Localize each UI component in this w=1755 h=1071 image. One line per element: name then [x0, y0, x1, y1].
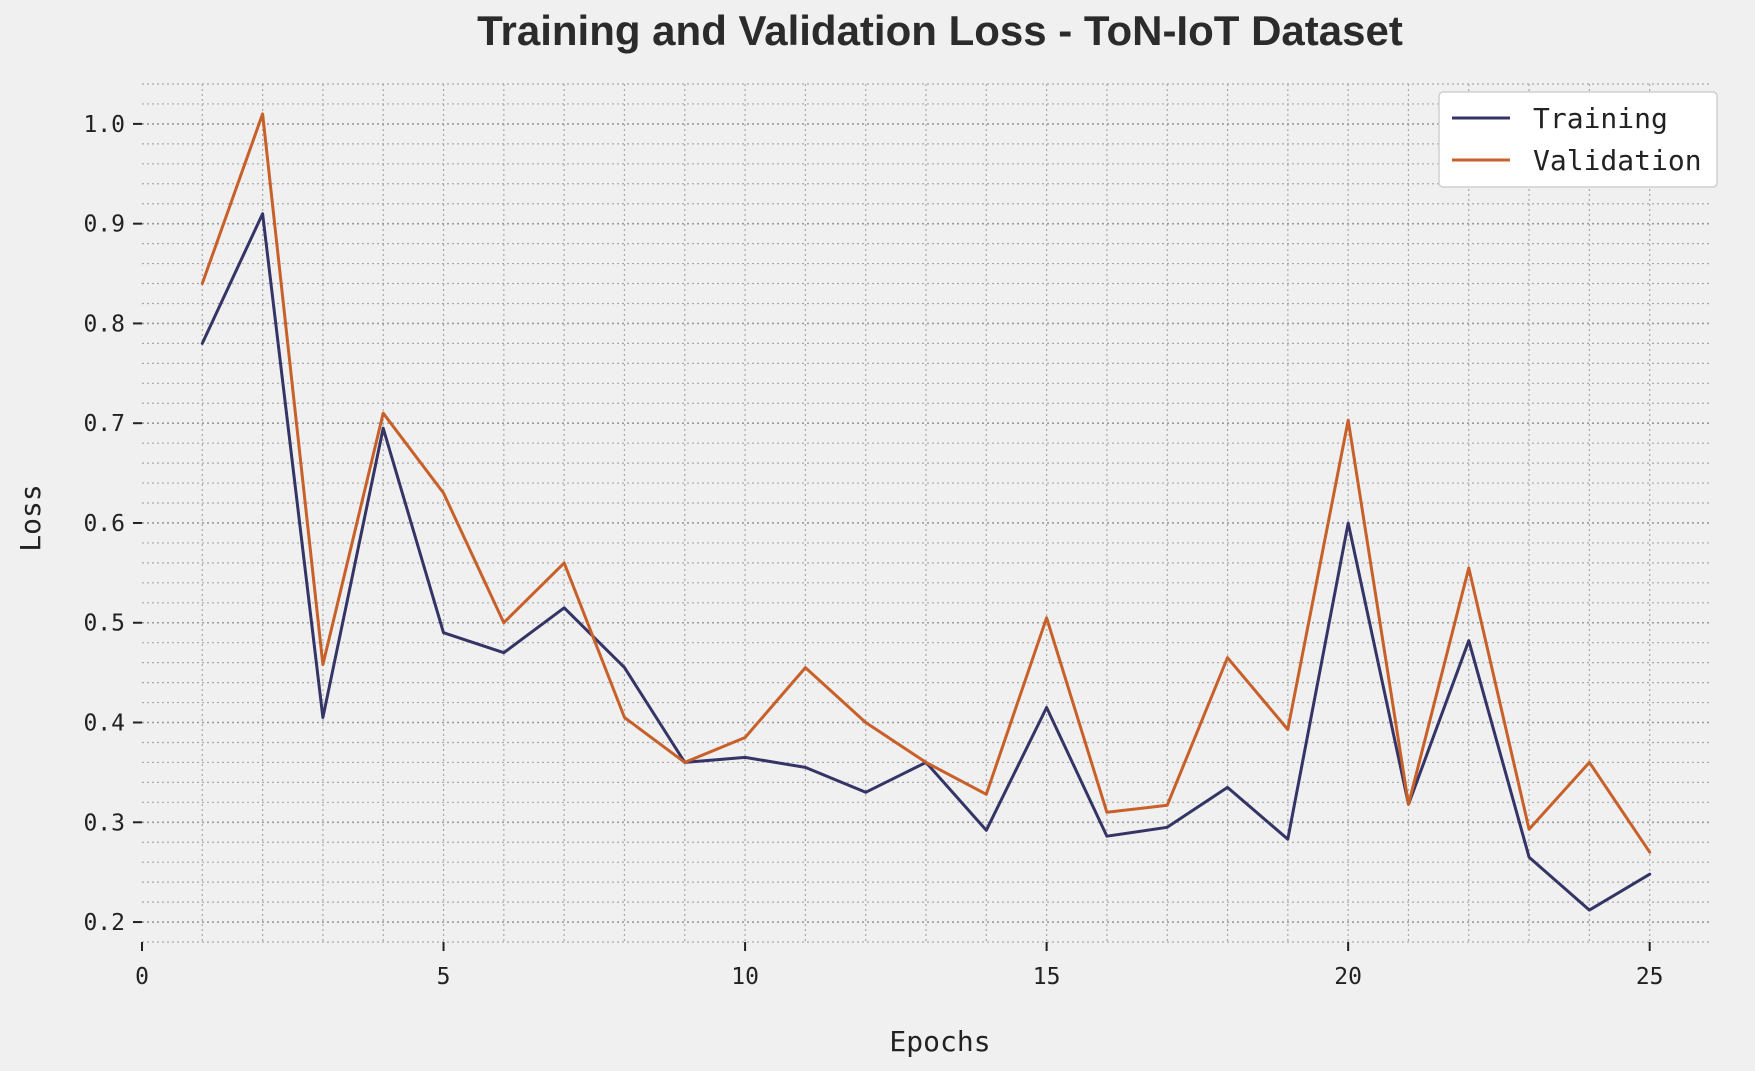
chart-title: Training and Validation Loss - ToN-IoT D…: [477, 7, 1403, 54]
y-tick-label: 0.7: [83, 411, 125, 437]
x-tick-label: 15: [1033, 964, 1061, 990]
x-axis-ticks: 0 5 10 15 20 25: [135, 942, 1664, 990]
legend: Training Validation: [1438, 91, 1718, 188]
y-axis-ticks: 0.2 0.3 0.4 0.5 0.6 0.7 0.8 0.9 1.0: [83, 112, 142, 936]
x-tick-label: 5: [437, 964, 451, 990]
x-tick-label: 10: [731, 964, 759, 990]
x-tick-label: 20: [1334, 964, 1362, 990]
series-line-validation: [200, 112, 1652, 854]
y-tick-label: 0.6: [83, 511, 125, 537]
x-tick-label: 0: [135, 964, 149, 990]
x-axis-label: Epochs: [889, 1025, 990, 1058]
y-tick-label: 1.0: [83, 112, 125, 138]
y-tick-label: 0.5: [83, 611, 125, 637]
legend-label-training: Training: [1533, 102, 1668, 135]
legend-label-validation: Validation: [1533, 144, 1702, 177]
legend-box: [1438, 91, 1718, 188]
y-tick-label: 0.8: [83, 311, 125, 337]
y-tick-label: 0.2: [83, 910, 125, 936]
x-tick-label: 25: [1636, 964, 1664, 990]
y-axis-label: Loss: [14, 484, 47, 551]
y-tick-label: 0.3: [83, 810, 125, 836]
y-tick-label: 0.4: [83, 711, 125, 737]
series-lines: [200, 112, 1652, 912]
y-tick-label: 0.9: [83, 212, 125, 238]
